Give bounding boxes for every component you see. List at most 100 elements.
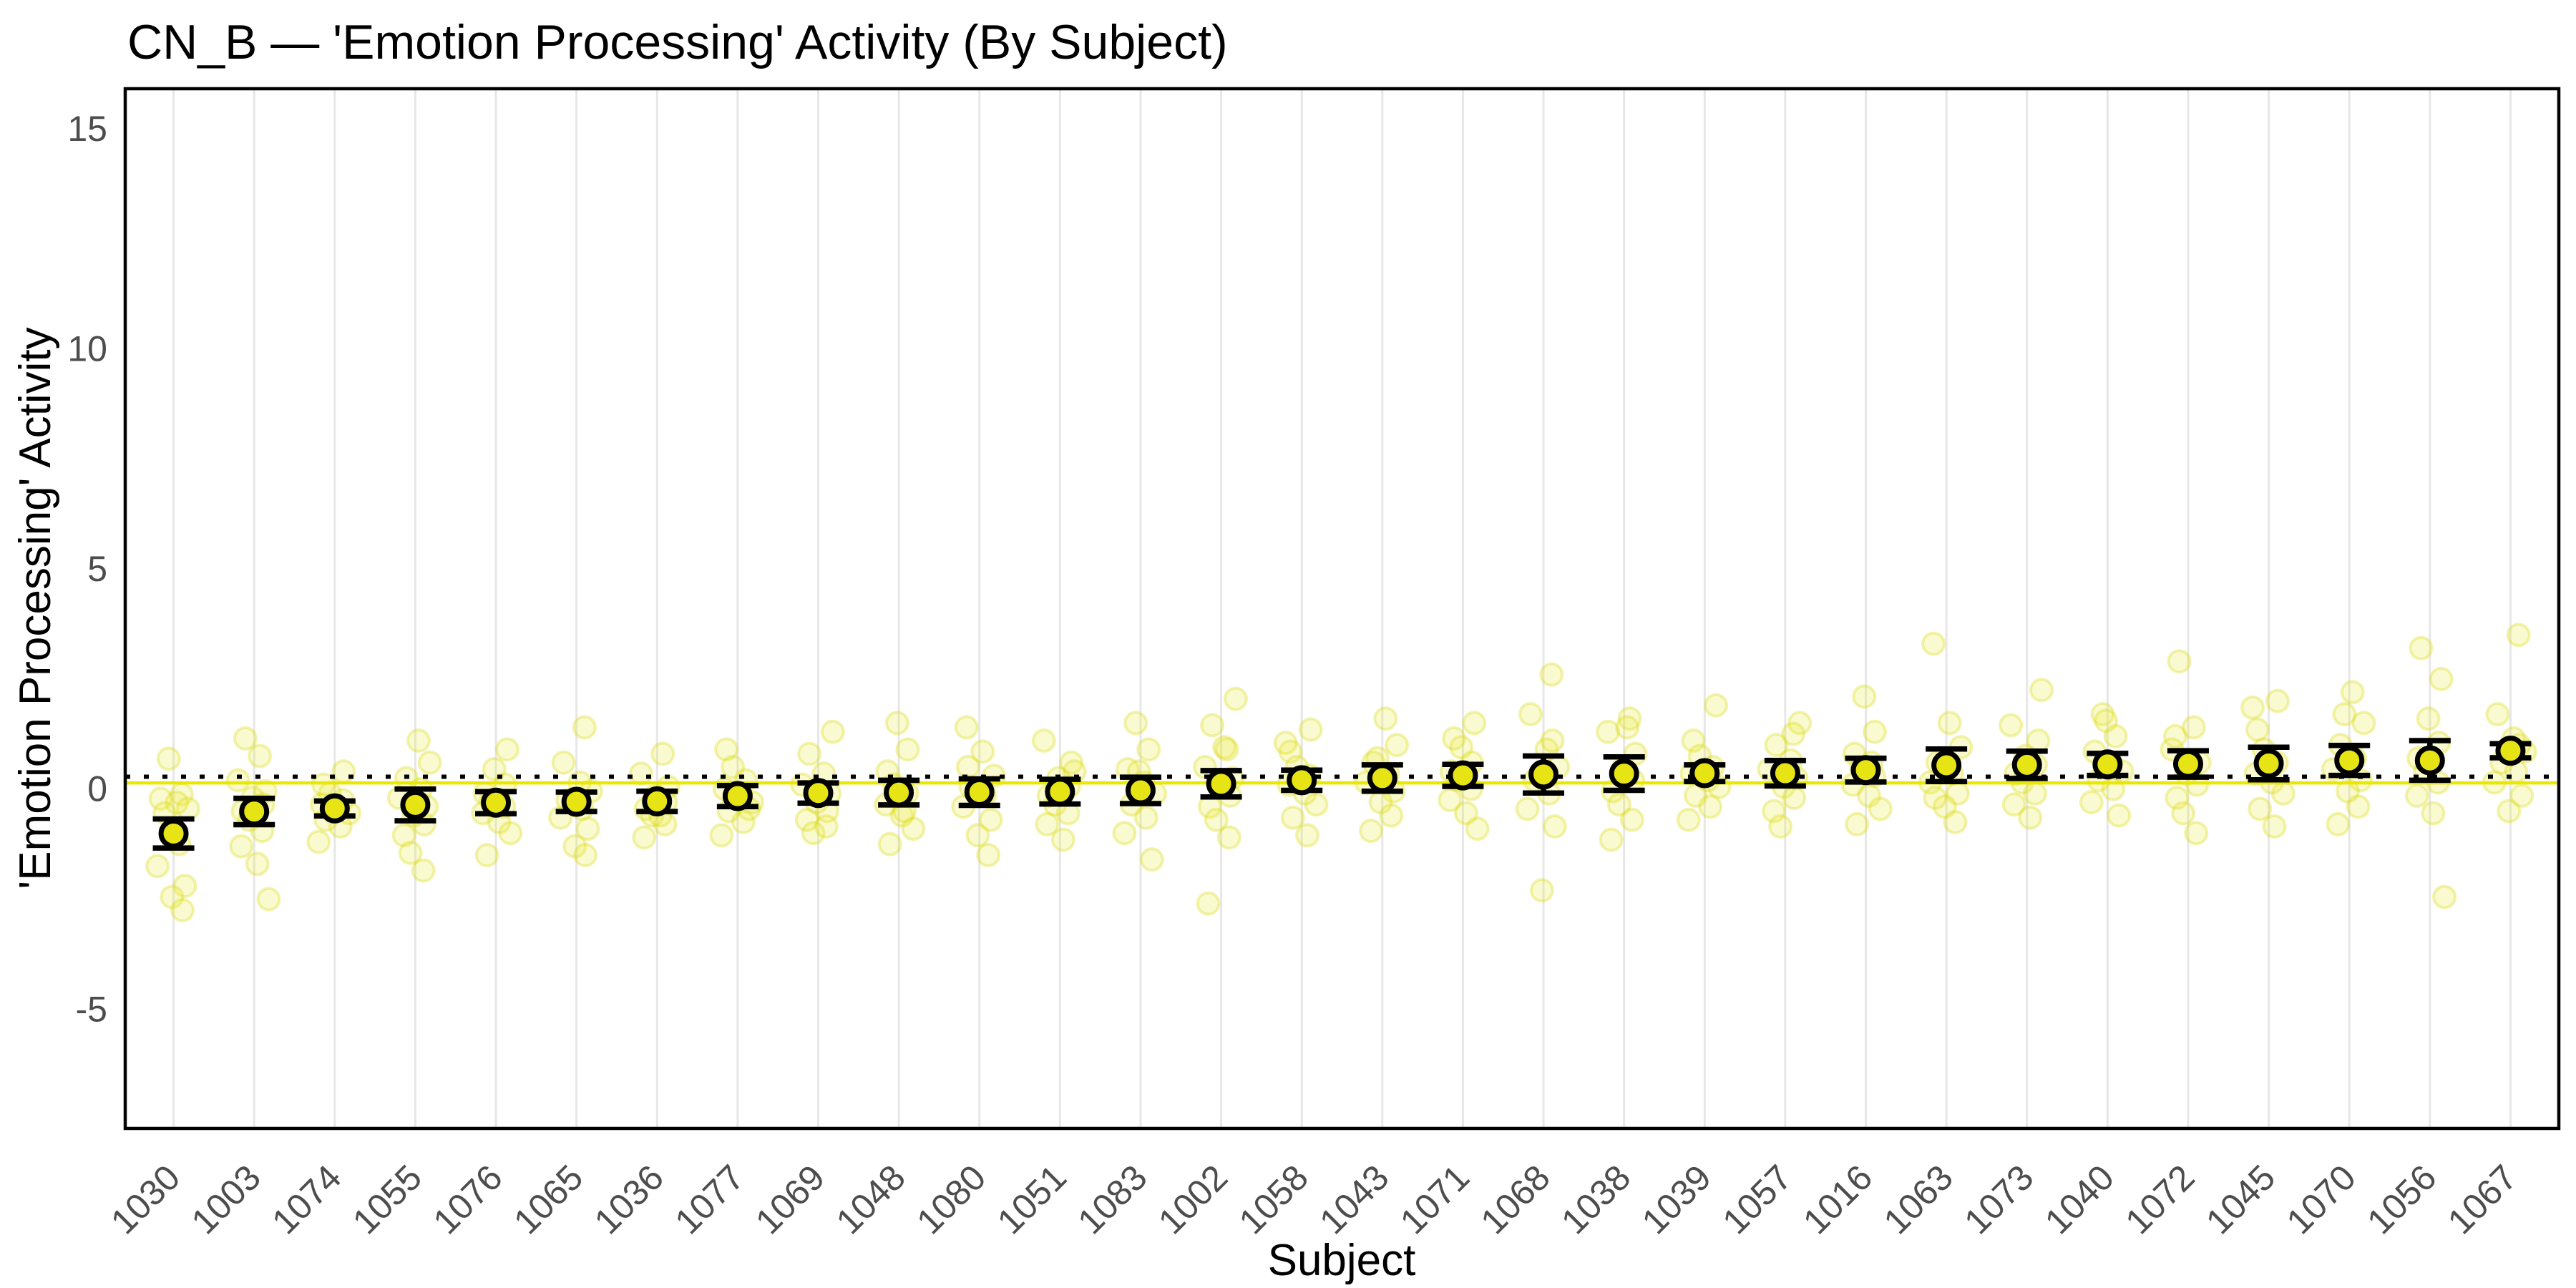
- jitter-point: [2346, 794, 2371, 819]
- jitter-point: [801, 821, 826, 846]
- mean-point: [400, 789, 431, 820]
- jitter-point: [474, 842, 499, 867]
- mean-point: [1528, 759, 1559, 790]
- jitter-point: [1373, 706, 1398, 731]
- x-tick-label: 1080: [909, 1157, 993, 1241]
- jitter-point: [1133, 805, 1158, 830]
- jitter-point: [1932, 794, 1957, 819]
- jitter-point: [1196, 891, 1221, 916]
- jitter-point: [2162, 723, 2187, 748]
- jitter-point: [165, 790, 190, 815]
- jitter-point: [1462, 711, 1487, 736]
- jitter-point: [1787, 711, 1813, 736]
- jitter-point: [2167, 649, 2192, 674]
- jitter-point: [1943, 809, 1968, 834]
- jitter-point: [1681, 728, 1706, 753]
- y-tick-label: 10: [67, 328, 107, 369]
- jitter-point: [632, 825, 657, 850]
- jitter-point: [2090, 702, 2115, 727]
- mean-point: [803, 778, 834, 809]
- x-axis-title: Subject: [1268, 1236, 1416, 1285]
- panel-border: [123, 87, 2561, 1131]
- mean-point: [1689, 758, 1720, 789]
- mean-point: [1287, 765, 1317, 796]
- jitter-point: [1204, 807, 1229, 832]
- mean-point: [884, 777, 914, 808]
- jitter-point: [970, 739, 995, 764]
- x-tick-label: 1076: [426, 1157, 510, 1241]
- x-tick-label: 1003: [184, 1157, 268, 1241]
- mean-point: [2253, 748, 2284, 779]
- jitter-point: [2248, 796, 2273, 821]
- jitter-point: [2332, 702, 2357, 727]
- jitter-point: [1923, 786, 1948, 811]
- y-tick-label: -5: [76, 989, 107, 1029]
- mean-point: [2172, 748, 2203, 779]
- x-tick-label: 1072: [2117, 1157, 2202, 1241]
- jitter-point: [331, 759, 356, 784]
- mean-point: [319, 793, 350, 824]
- jitter-point: [1200, 713, 1225, 738]
- jitter-point: [1999, 713, 2024, 738]
- jitter-point: [1698, 794, 1723, 819]
- jitter-point: [1212, 735, 1237, 760]
- x-tick-label: 1040: [2037, 1157, 2122, 1241]
- jitter-point: [225, 768, 250, 793]
- mean-point: [964, 777, 995, 808]
- jitter-point: [2107, 803, 2132, 828]
- y-axis-title: 'Emotion Processing' Activity: [11, 327, 60, 889]
- x-tick-label: 1030: [103, 1157, 187, 1241]
- x-tick-label: 1067: [2440, 1157, 2524, 1241]
- jitter-point: [1617, 706, 1642, 731]
- jitter-point: [714, 737, 739, 762]
- jitter-point: [877, 831, 902, 857]
- jitter-point: [1768, 814, 1793, 839]
- jitter-point: [1868, 796, 1893, 821]
- jitter-point: [965, 823, 990, 848]
- jitter-point: [1515, 796, 1540, 821]
- jitter-point: [2262, 814, 2287, 839]
- jitter-point: [721, 754, 746, 779]
- jitter-point: [650, 741, 675, 766]
- jitter-point: [391, 823, 416, 848]
- mean-point: [722, 781, 753, 811]
- mean-point: [2495, 736, 2526, 766]
- x-tick-label: 1051: [990, 1157, 1074, 1241]
- jitter-point: [2326, 811, 2351, 836]
- jitter-point: [1921, 631, 1946, 656]
- jitter-point: [2421, 801, 2446, 826]
- jitter-point: [1112, 821, 1137, 846]
- jitter-point: [2103, 723, 2128, 748]
- jitter-point: [1035, 811, 1060, 836]
- mean-point: [561, 786, 592, 817]
- x-tick-label: 1055: [345, 1157, 429, 1241]
- jitter-point: [1449, 735, 1474, 760]
- jitter-point: [1599, 827, 1624, 852]
- jitter-point: [156, 746, 181, 771]
- jitter-point: [233, 726, 258, 751]
- x-tick-label: 1045: [2198, 1157, 2283, 1241]
- jitter-point: [145, 854, 170, 879]
- jitter-point: [160, 884, 185, 909]
- jitter-point: [1031, 728, 1056, 753]
- jitter-point: [1857, 783, 1882, 808]
- jitter-point: [2485, 702, 2510, 727]
- jitter-point: [2270, 781, 2296, 806]
- jitter-point: [406, 728, 431, 753]
- mean-points-layer: [158, 736, 2526, 849]
- x-tick-label: 1070: [2279, 1157, 2363, 1241]
- jitter-point: [2094, 708, 2119, 733]
- jitter-point: [1845, 811, 1870, 836]
- jitter-point: [1465, 816, 1490, 841]
- x-tick-label: 1016: [1795, 1157, 1880, 1241]
- jitter-point: [2432, 884, 2457, 909]
- jitter-point: [2022, 781, 2047, 806]
- gridlines-layer: [172, 89, 2512, 1128]
- jitter-point: [1606, 792, 1631, 817]
- mean-point: [1125, 775, 1156, 806]
- jitter-point: [814, 814, 839, 839]
- x-tick-label: 1077: [667, 1157, 751, 1241]
- x-tick-label: 1056: [2359, 1157, 2444, 1241]
- jitter-point: [1216, 825, 1241, 850]
